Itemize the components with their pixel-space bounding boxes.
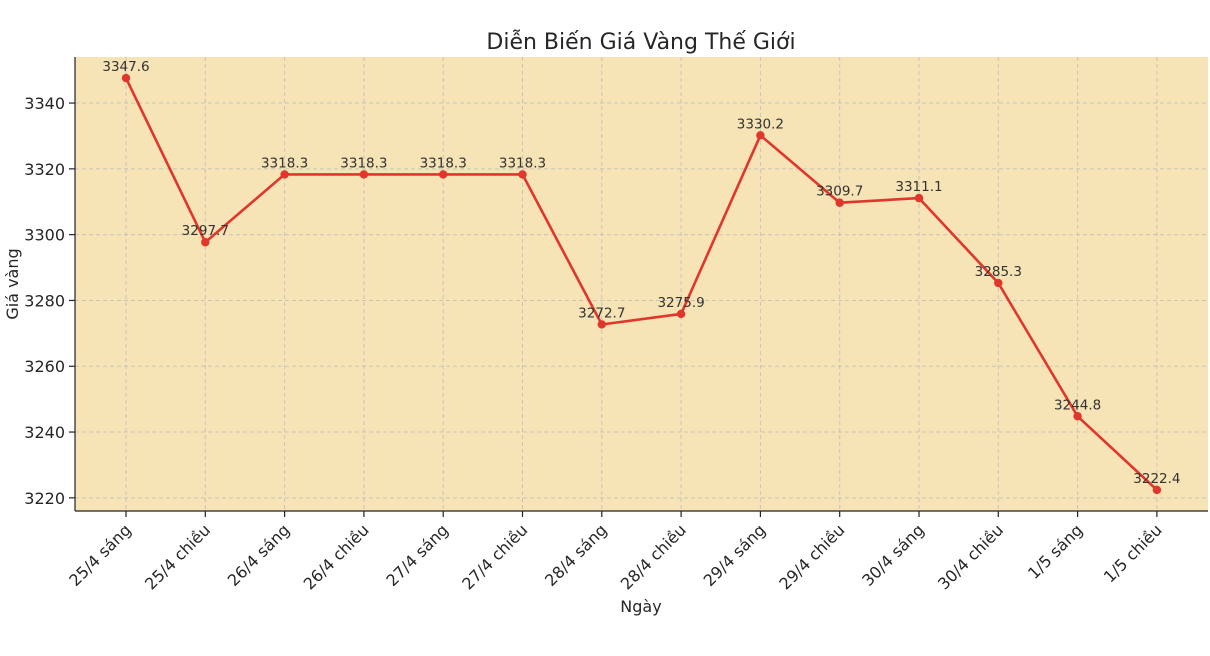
data-point — [439, 170, 448, 179]
x-ticks: 25/4 sáng 25/4 chiều 26/4 sáng 26/4 chiều 27… — [65, 511, 1166, 594]
y-tick-label: 3300 — [24, 226, 65, 245]
x-tick-label: 29/4 sáng — [700, 520, 770, 590]
data-point — [994, 278, 1003, 288]
chart-title: Diễn Biến Giá Vàng Thế Giới — [486, 29, 795, 55]
series-line — [124, 77, 1158, 491]
y-tick-label: 3280 — [24, 291, 65, 310]
data-label: 3330.2 — [737, 116, 784, 132]
y-tick-label: 3340 — [24, 94, 65, 113]
x-tick-label: 1/5 chiều — [1100, 520, 1166, 586]
data-label: 3244.8 — [1054, 397, 1101, 413]
data-label: 3347.6 — [102, 59, 149, 75]
data-label: 3318.3 — [420, 155, 467, 171]
y-tick-label: 3320 — [24, 160, 65, 179]
data-point — [518, 170, 527, 179]
data-point — [756, 131, 765, 140]
x-tick-label: 25/4 chiều — [141, 520, 214, 593]
data-label: 3311.1 — [895, 179, 942, 195]
data-point — [359, 170, 369, 179]
data-points — [121, 73, 1162, 495]
x-tick-label: 26/4 chiều — [300, 520, 373, 593]
data-label: 3222.4 — [1133, 471, 1180, 487]
x-grid — [125, 57, 1158, 511]
y-tick-label: 3220 — [24, 489, 65, 508]
y-axis-label: Giá vàng — [3, 248, 22, 319]
data-point — [676, 309, 686, 319]
x-tick-label: 30/4 chiều — [934, 520, 1007, 593]
data-point — [1152, 485, 1162, 495]
data-point — [914, 193, 924, 203]
data-label: 3285.3 — [975, 264, 1022, 280]
data-point — [280, 170, 289, 179]
y-ticks: 3220 3240 3260 3280 3300 3320 3340 — [24, 94, 75, 508]
data-label: 3297.7 — [182, 223, 229, 239]
x-tick-label: 29/4 chiều — [775, 520, 848, 593]
data-label: 3275.9 — [657, 295, 704, 311]
x-tick-label: 27/4 sáng — [382, 520, 452, 590]
data-label: 3318.3 — [340, 155, 387, 171]
x-tick-label: 25/4 sáng — [65, 520, 135, 590]
data-point — [121, 73, 131, 83]
y-tick-label: 3240 — [24, 423, 65, 442]
data-label: 3318.3 — [499, 155, 546, 171]
x-axis-label: Ngày — [620, 597, 661, 616]
data-label: 3309.7 — [816, 184, 863, 200]
x-tick-label: 28/4 sáng — [541, 520, 611, 590]
x-tick-label: 28/4 chiều — [617, 520, 690, 593]
data-point — [201, 238, 210, 247]
x-tick-label: 26/4 sáng — [224, 520, 294, 590]
plot-area — [75, 57, 1208, 511]
data-point — [835, 198, 844, 207]
y-tick-label: 3260 — [24, 357, 65, 376]
data-point — [597, 320, 606, 329]
data-label: 3318.3 — [261, 155, 308, 171]
x-tick-label: 30/4 sáng — [858, 520, 928, 590]
data-label: 3272.7 — [578, 305, 625, 321]
x-tick-label: 27/4 chiều — [458, 520, 531, 593]
data-labels: 3347.6 3297.7 3318.3 3318.3 3318.3 3318.3 3272… — [102, 59, 1180, 487]
data-point — [1073, 412, 1082, 421]
x-tick-label: 1/5 sáng — [1024, 520, 1086, 582]
